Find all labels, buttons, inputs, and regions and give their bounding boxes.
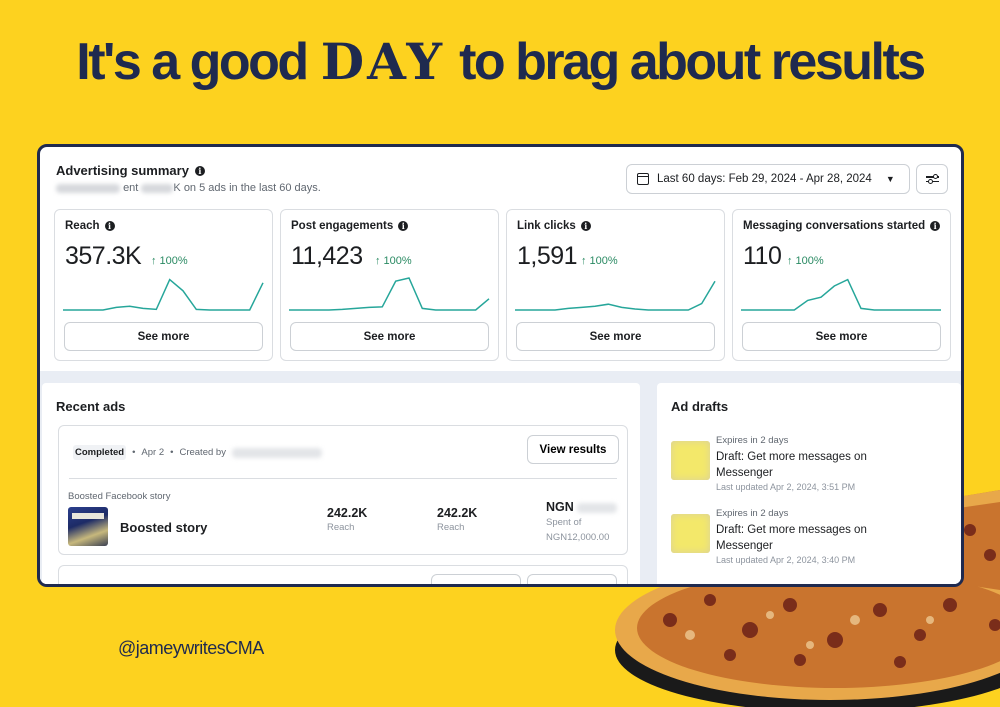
ad-drafts-panel: Ad drafts Expires in 2 days Draft: Get m… — [657, 383, 961, 584]
filter-settings-button[interactable] — [916, 164, 948, 194]
metrics-row: Reach i 357.3K ↑ 100% See more Post engag… — [54, 209, 952, 361]
info-icon[interactable]: i — [580, 221, 591, 231]
headline-after: to brag about results — [459, 33, 926, 91]
metric-card-link-clicks: Link clicks i 1,591 ↑ 100% See more — [506, 209, 725, 361]
divider — [69, 478, 617, 479]
view-results-button[interactable]: View results — [527, 435, 619, 464]
spend-value: NGN — [546, 500, 574, 514]
draft-updated: Last updated Apr 2, 2024, 3:40 PM — [716, 555, 856, 565]
metric-delta: ↑ 100% — [787, 255, 824, 267]
sparkline-post-engagements — [289, 277, 490, 311]
metric-delta: ↑ 100% — [151, 255, 188, 267]
metric-label: Messaging conversations started — [743, 220, 926, 232]
author-handle: @jameywritesCMA — [118, 638, 264, 658]
metric-label: Post engagements — [291, 220, 394, 232]
draft-title[interactable]: Draft: Get more messages on Messenger — [716, 451, 867, 479]
ad-stat: 242.2K Reach — [327, 506, 367, 533]
metric-delta: ↑ 100% — [581, 255, 618, 267]
metric-value: 1,591 — [517, 242, 578, 270]
ad-date: Apr 2 — [141, 447, 165, 458]
see-more-button[interactable]: See more — [742, 322, 941, 351]
metric-card-reach: Reach i 357.3K ↑ 100% See more — [54, 209, 273, 361]
caret-down-icon: ▼ — [885, 174, 895, 184]
draft-expiry: Expires in 2 days — [716, 435, 789, 446]
pizza-image — [615, 490, 1000, 707]
recent-ad-card: Completed • Apr 2 • Created by View resu… — [58, 425, 628, 555]
ad-name[interactable]: Boosted story — [120, 520, 208, 535]
sparkline-reach — [63, 278, 264, 311]
headline: It's a good DAY to brag about results — [0, 32, 1000, 92]
ad-drafts-title: Ad drafts — [671, 399, 729, 414]
draft-thumbnail — [671, 441, 710, 480]
sliders-icon — [925, 174, 939, 179]
sparkline-messaging-conversations — [741, 278, 941, 311]
metric-label: Link clicks — [517, 220, 576, 232]
ad-meta: Completed • Apr 2 • Created by — [73, 445, 322, 460]
draft-expiry: Expires in 2 days — [716, 508, 789, 519]
stat-value: 242.2K — [437, 506, 478, 520]
see-more-button[interactable]: See more — [290, 322, 489, 351]
ghost-button[interactable] — [431, 574, 521, 584]
ad-thumbnail[interactable] — [68, 507, 108, 546]
spend-budget: NGN12,000.00 — [546, 532, 610, 543]
date-range-button[interactable]: Last 60 days: Feb 29, 2024 - Apr 28, 202… — [626, 164, 910, 194]
recent-ads-panel: Recent ads Completed • Apr 2 • Created b… — [42, 383, 640, 584]
draft-updated: Last updated Apr 2, 2024, 3:51 PM — [716, 482, 856, 492]
recent-ads-title: Recent ads — [56, 399, 126, 414]
created-by-label: Created by — [179, 447, 226, 458]
headline-before: It's a good — [76, 33, 309, 91]
ad-type-label: Boosted Facebook story — [68, 491, 171, 502]
blurred-name — [56, 183, 120, 193]
blurred-creator — [231, 447, 322, 458]
blurred-spend — [577, 502, 618, 513]
metric-card-messaging-conversations: Messaging conversations started i 110 ↑ 1… — [732, 209, 951, 361]
stat-label: Reach — [327, 522, 355, 533]
draft-thumbnail — [671, 514, 710, 553]
draft-title[interactable]: Draft: Get more messages on Messenger — [716, 524, 867, 552]
advertising-summary-title: Advertising summary i — [56, 163, 321, 178]
advertising-summary-header: Advertising summary i ent K on 5 ads in … — [56, 163, 321, 194]
ad-stat: 242.2K Reach — [437, 506, 477, 533]
info-icon[interactable]: i — [398, 221, 409, 231]
metric-card-post-engagements: Post engagements i 11,423 ↑ 100% See more — [280, 209, 499, 361]
ads-manager-screenshot: Advertising summary i ent K on 5 ads in … — [37, 144, 964, 587]
info-icon[interactable]: i — [194, 165, 205, 176]
sparkline-link-clicks — [515, 280, 716, 311]
calendar-icon — [637, 173, 649, 185]
ghost-button[interactable] — [527, 574, 617, 584]
spend-label: Spent of — [546, 517, 582, 528]
advertising-summary-subtitle: ent K on 5 ads in the last 60 days. — [56, 182, 321, 194]
metric-value: 11,423 — [291, 242, 363, 270]
metric-value: 110 — [743, 242, 782, 270]
see-more-button[interactable]: See more — [516, 322, 715, 351]
info-icon[interactable]: i — [104, 221, 115, 231]
metric-value: 357.3K — [65, 242, 142, 270]
ad-spend: NGN Spent of NGN12,000.00 — [546, 500, 618, 544]
stat-label: Reach — [437, 522, 465, 533]
date-range-label: Last 60 days: Feb 29, 2024 - Apr 28, 202… — [657, 173, 872, 185]
see-more-button[interactable]: See more — [64, 322, 263, 351]
status-badge: Completed — [73, 445, 127, 460]
recent-ad-card-partial — [58, 565, 628, 584]
stat-value: 242.2K — [327, 506, 368, 520]
blurred-amount — [141, 183, 174, 193]
metric-delta: ↑ 100% — [375, 255, 412, 267]
info-icon[interactable]: i — [930, 221, 941, 231]
metric-label: Reach — [65, 220, 100, 232]
headline-emphasis: DAY — [320, 32, 446, 91]
